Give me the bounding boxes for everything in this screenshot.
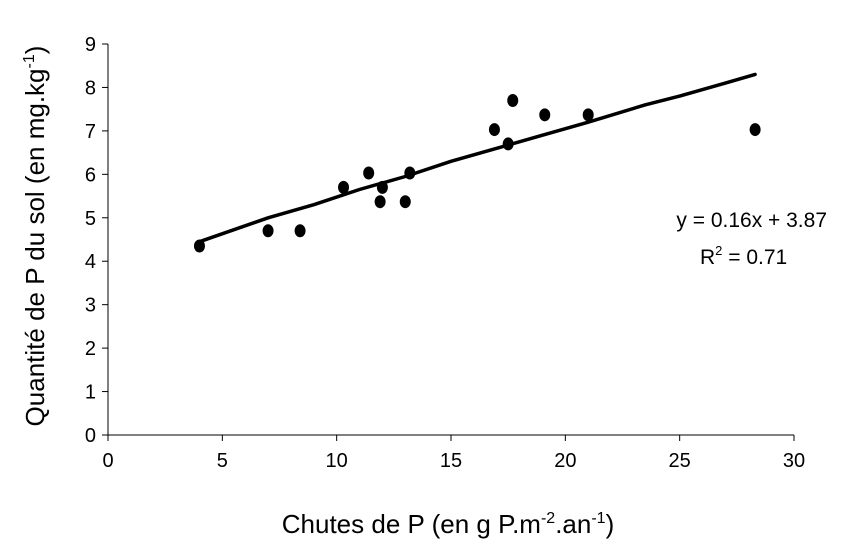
data-point — [363, 166, 375, 180]
data-point — [404, 166, 416, 180]
trendline-group — [197, 72, 757, 244]
data-point — [502, 137, 514, 151]
x-tick-label: 5 — [217, 450, 228, 472]
regression-equation: y = 0.16x + 3.87 — [676, 209, 827, 232]
y-tick-label: 6 — [85, 164, 96, 186]
data-point — [262, 224, 274, 238]
data-point — [488, 123, 500, 137]
data-point — [539, 108, 551, 122]
data-point — [376, 180, 388, 194]
data-points — [193, 93, 761, 253]
y-axis-title: Quantité de P du sol (en mg.kg-1) — [20, 46, 50, 427]
y-tick-label: 8 — [85, 77, 96, 99]
r-squared-label: R2 = 0.71 — [700, 243, 787, 269]
data-point — [294, 224, 306, 238]
y-axis-title-superscript: -1 — [21, 54, 38, 68]
data-point — [582, 108, 594, 122]
data-point — [507, 93, 519, 107]
axes — [102, 43, 795, 441]
trendline — [197, 72, 757, 244]
x-tick-label: 10 — [326, 450, 348, 472]
y-tick-label: 1 — [85, 382, 96, 404]
y-tick-label: 7 — [85, 121, 96, 143]
y-tick-label: 9 — [85, 34, 96, 56]
x-tick-label: 30 — [783, 450, 805, 472]
data-point — [193, 239, 205, 253]
x-tick-label: 25 — [669, 450, 691, 472]
x-tick-label: 0 — [102, 450, 113, 472]
r-squared-superscript: 2 — [715, 243, 722, 258]
x-axis-title-superscript: -2 — [541, 510, 555, 527]
data-point — [399, 195, 411, 209]
data-point — [338, 180, 350, 194]
y-tick-label: 0 — [85, 425, 96, 447]
y-tick-label: 5 — [85, 208, 96, 230]
y-tick-label: 2 — [85, 338, 96, 360]
x-tick-label: 15 — [440, 450, 462, 472]
data-point — [749, 123, 761, 137]
y-tick-label: 4 — [85, 251, 96, 273]
x-axis-title-superscript: -1 — [591, 510, 605, 527]
x-axis-title: Chutes de P (en g P.m-2.an-1) — [282, 509, 615, 539]
data-point — [374, 195, 386, 209]
y-tick-label: 3 — [85, 295, 96, 317]
x-tick-label: 20 — [554, 450, 576, 472]
tick-labels: 0 1 2 3 4 5 6 7 8 9 0 5 10 15 20 25 30 — [85, 34, 805, 472]
